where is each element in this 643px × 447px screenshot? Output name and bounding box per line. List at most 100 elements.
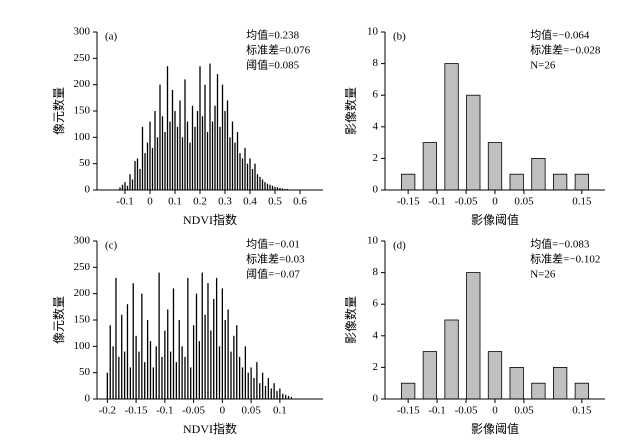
x-tick-label: -0.1 [428, 405, 445, 417]
stat-annotation: 标准差=−0.102 [530, 252, 600, 266]
x-tick-label: -0.15 [397, 405, 420, 417]
y-tick-label: 0 [373, 393, 379, 405]
y-tick-label: 100 [74, 340, 91, 352]
stat-annotation: 标准差=0.076 [246, 43, 310, 57]
bar [401, 173, 416, 191]
panel: 0 2 4 6 8 10 -0.15 -0.1 -0.05 0 0.05 0.15 影像阈值 影像数量 (b… [343, 26, 605, 227]
y-tick-label: 0 [85, 184, 91, 196]
x-tick-label: 0.15 [572, 196, 592, 208]
y-tick-label: 6 [373, 298, 379, 310]
x-tick-label: 0 [147, 196, 153, 208]
y-tick-label: 250 [74, 52, 91, 64]
y-tick-label: 4 [373, 329, 379, 341]
x-tick-label: 0.05 [514, 405, 534, 417]
y-axis-label: 影像数量 [343, 87, 358, 135]
y-tick-label: 8 [373, 57, 379, 69]
panel-label: (a) [105, 31, 118, 43]
x-axis-label: 影像阈值 [471, 212, 519, 227]
stat-annotation: 阈值=−0.07 [246, 267, 300, 281]
y-tick-label: 200 [74, 287, 91, 299]
panel-label: (b) [393, 31, 406, 43]
x-tick-label: 0.4 [243, 196, 257, 208]
x-tick-label: 0.3 [218, 196, 232, 208]
x-tick-label: -0.2 [99, 405, 116, 417]
bar [531, 382, 546, 400]
bar [466, 94, 481, 191]
stat-annotation: 均值=−0.01 [246, 238, 300, 251]
y-tick-label: 50 [79, 366, 91, 378]
x-tick-label: -0.05 [455, 405, 478, 417]
panel: 0 50 100 150 200 250 300 -0.2 -0.15 -0.1 -0.05 0 0.0… [51, 235, 323, 436]
y-tick-label: 100 [74, 131, 91, 143]
x-tick-label: 0 [492, 405, 498, 417]
bar [444, 63, 459, 191]
y-tick-label: 2 [373, 152, 379, 164]
stat-annotation: 标准差=0.03 [246, 252, 305, 266]
bar [466, 272, 481, 400]
y-tick-label: 2 [373, 361, 379, 373]
panel-label: (c) [105, 240, 118, 252]
bar [422, 142, 437, 191]
x-tick-label: -0.15 [397, 196, 420, 208]
y-tick-label: 8 [373, 266, 379, 278]
bar [553, 173, 568, 191]
y-tick-label: 0 [373, 184, 379, 196]
y-tick-label: 250 [74, 261, 91, 273]
stat-annotation: 阈值=0.085 [246, 58, 299, 72]
x-tick-label: 0.05 [514, 196, 534, 208]
x-axis-label: 影像阈值 [471, 421, 519, 436]
x-tick-label: 0 [492, 196, 498, 208]
y-tick-label: 6 [373, 89, 379, 101]
panel: 0 50 100 150 200 250 300 -0.1 0 0.1 0.2 0.3 0.4 0.5 0.… [51, 26, 323, 227]
y-tick-label: 0 [85, 393, 91, 405]
bar [487, 142, 503, 191]
x-axis-label: NDVI指数 [183, 212, 237, 227]
x-tick-label: -0.15 [125, 405, 148, 417]
bar [401, 382, 416, 400]
x-tick-label: -0.1 [116, 196, 133, 208]
stat-annotation: N=26 [530, 269, 556, 281]
x-tick-label: -0.1 [156, 405, 173, 417]
y-axis-label: 影像数量 [343, 296, 358, 344]
x-tick-label: 0.6 [293, 196, 307, 208]
y-tick-label: 300 [74, 235, 91, 247]
stat-annotation: 均值=−0.064 [530, 29, 590, 42]
x-tick-label: 0 [220, 405, 226, 417]
x-axis-label: NDVI指数 [183, 421, 237, 436]
x-tick-label: 0.05 [241, 405, 261, 417]
y-tick-label: 4 [373, 120, 379, 132]
y-tick-label: 10 [367, 26, 379, 38]
bar [422, 351, 437, 400]
x-tick-label: 0.2 [193, 196, 207, 208]
stat-annotation: 标准差=−0.028 [530, 43, 601, 57]
stat-annotation: 均值=−0.083 [530, 238, 590, 251]
x-tick-label: -0.05 [182, 405, 205, 417]
y-axis-label: 像元数量 [51, 87, 66, 135]
x-tick-label: 0.1 [273, 405, 287, 417]
panel-label: (d) [393, 240, 406, 252]
stat-annotation: N=26 [530, 60, 556, 72]
x-tick-label: 0.5 [268, 196, 282, 208]
x-tick-label: -0.05 [455, 196, 478, 208]
bar [509, 173, 524, 191]
bar [574, 173, 589, 191]
y-tick-label: 50 [79, 157, 91, 169]
y-tick-label: 150 [74, 314, 91, 326]
panel: 0 2 4 6 8 10 -0.15 -0.1 -0.05 0 0.05 0.15 影像阈值 影像数量 (d… [343, 235, 605, 436]
y-tick-label: 200 [74, 78, 91, 90]
bar [553, 366, 568, 400]
bar [509, 366, 524, 400]
stat-annotation: 均值=0.238 [246, 29, 299, 42]
bar [531, 157, 546, 191]
y-tick-label: 300 [74, 26, 91, 38]
y-axis-label: 像元数量 [51, 296, 66, 344]
bar [574, 382, 589, 400]
x-tick-label: 0.1 [168, 196, 182, 208]
x-tick-label: -0.1 [428, 196, 445, 208]
y-tick-label: 150 [74, 105, 91, 117]
bar [487, 351, 503, 400]
x-tick-label: 0.15 [572, 405, 592, 417]
y-tick-label: 10 [367, 235, 379, 247]
bar [444, 319, 459, 400]
